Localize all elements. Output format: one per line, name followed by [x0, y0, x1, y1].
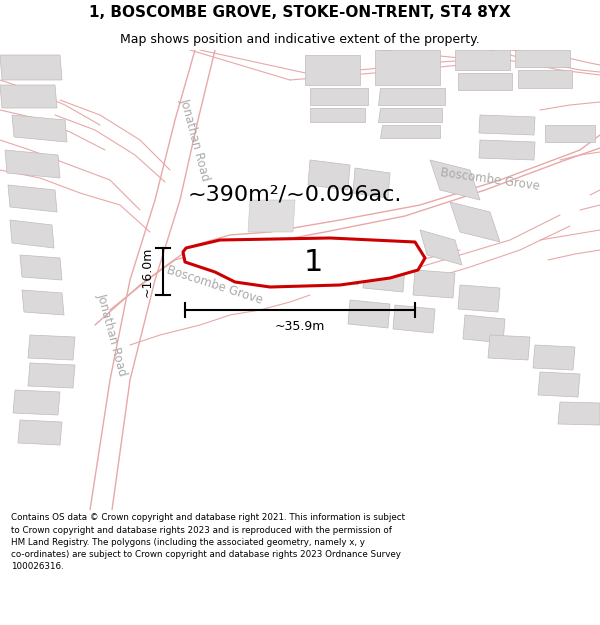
Polygon shape [538, 372, 580, 397]
Polygon shape [22, 290, 64, 315]
Polygon shape [488, 335, 530, 360]
Polygon shape [458, 73, 512, 90]
Text: Jonathan Road: Jonathan Road [95, 292, 130, 378]
Text: ~16.0m: ~16.0m [141, 246, 154, 297]
Polygon shape [20, 255, 62, 280]
Polygon shape [393, 305, 435, 333]
Polygon shape [479, 140, 535, 160]
Polygon shape [0, 85, 57, 108]
Text: 1, BOSCOMBE GROVE, STOKE-ON-TRENT, ST4 8YX: 1, BOSCOMBE GROVE, STOKE-ON-TRENT, ST4 8… [89, 5, 511, 20]
Polygon shape [413, 270, 455, 298]
Polygon shape [0, 55, 62, 80]
Text: Boscombe Grove: Boscombe Grove [166, 263, 265, 307]
Polygon shape [13, 390, 60, 415]
Polygon shape [375, 50, 440, 85]
Polygon shape [380, 125, 440, 138]
Text: ~390m²/~0.096ac.: ~390m²/~0.096ac. [188, 185, 402, 205]
Polygon shape [28, 363, 75, 388]
Polygon shape [353, 168, 390, 198]
Polygon shape [28, 335, 75, 360]
Polygon shape [450, 202, 500, 242]
Polygon shape [533, 345, 575, 370]
Polygon shape [479, 115, 535, 135]
Polygon shape [183, 238, 425, 287]
Polygon shape [8, 185, 57, 212]
Polygon shape [558, 402, 600, 425]
Polygon shape [378, 88, 445, 105]
Polygon shape [18, 420, 62, 445]
Text: Jonathan Road: Jonathan Road [178, 97, 212, 183]
Polygon shape [248, 200, 295, 232]
Polygon shape [515, 50, 570, 67]
Polygon shape [455, 50, 510, 70]
Polygon shape [10, 220, 54, 248]
Polygon shape [420, 230, 462, 265]
Polygon shape [308, 160, 350, 190]
Text: Contains OS data © Crown copyright and database right 2021. This information is : Contains OS data © Crown copyright and d… [11, 514, 405, 571]
Text: Map shows position and indicative extent of the property.: Map shows position and indicative extent… [120, 32, 480, 46]
Text: 1: 1 [304, 248, 323, 277]
Polygon shape [518, 70, 572, 88]
Text: ~35.9m: ~35.9m [275, 320, 325, 333]
Polygon shape [318, 255, 360, 285]
Polygon shape [363, 262, 405, 292]
Polygon shape [310, 88, 368, 105]
Polygon shape [378, 108, 442, 122]
Polygon shape [305, 55, 360, 85]
Polygon shape [348, 300, 390, 328]
Polygon shape [458, 285, 500, 312]
Polygon shape [430, 160, 480, 200]
Polygon shape [463, 315, 505, 343]
Polygon shape [5, 150, 60, 178]
Polygon shape [545, 125, 595, 142]
Polygon shape [310, 108, 365, 122]
Polygon shape [12, 115, 67, 142]
Text: Boscombe Grove: Boscombe Grove [440, 167, 541, 193]
